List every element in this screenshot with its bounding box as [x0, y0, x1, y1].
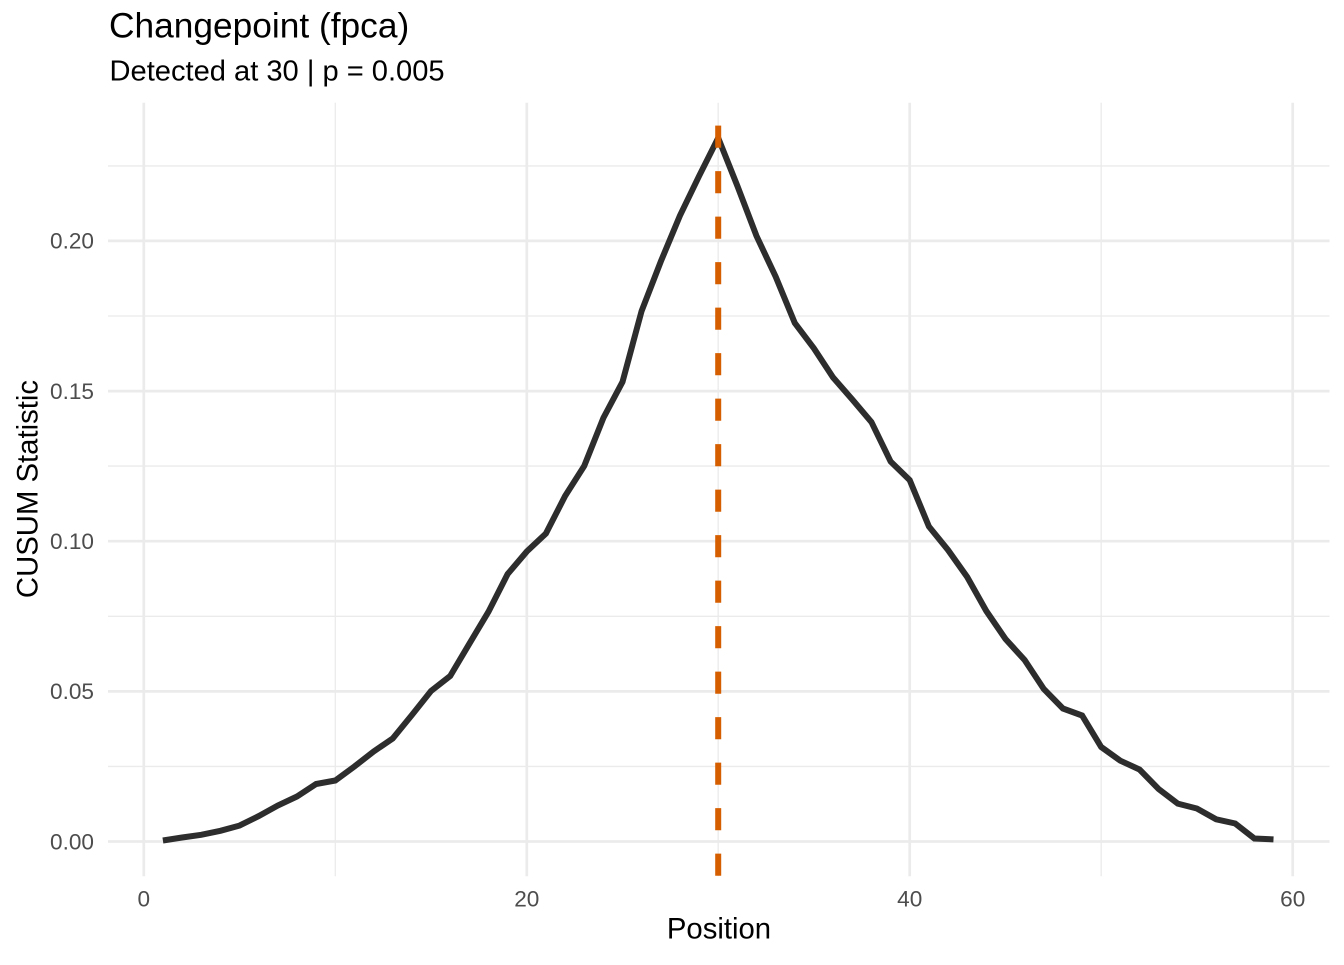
svg-text:0: 0 [138, 886, 151, 911]
svg-text:0.10: 0.10 [50, 529, 94, 554]
svg-text:0.15: 0.15 [50, 379, 94, 404]
svg-text:60: 60 [1280, 886, 1305, 911]
svg-text:0.20: 0.20 [50, 229, 94, 254]
svg-text:Changepoint (fpca): Changepoint (fpca) [109, 7, 409, 46]
svg-text:20: 20 [514, 886, 539, 911]
svg-text:0.05: 0.05 [50, 679, 94, 704]
svg-text:CUSUM Statistic: CUSUM Statistic [12, 380, 45, 598]
svg-text:0.00: 0.00 [50, 829, 94, 854]
svg-text:Detected at 30 | p = 0.005: Detected at 30 | p = 0.005 [110, 56, 445, 88]
svg-text:Position: Position [667, 913, 771, 946]
svg-text:40: 40 [897, 886, 922, 911]
